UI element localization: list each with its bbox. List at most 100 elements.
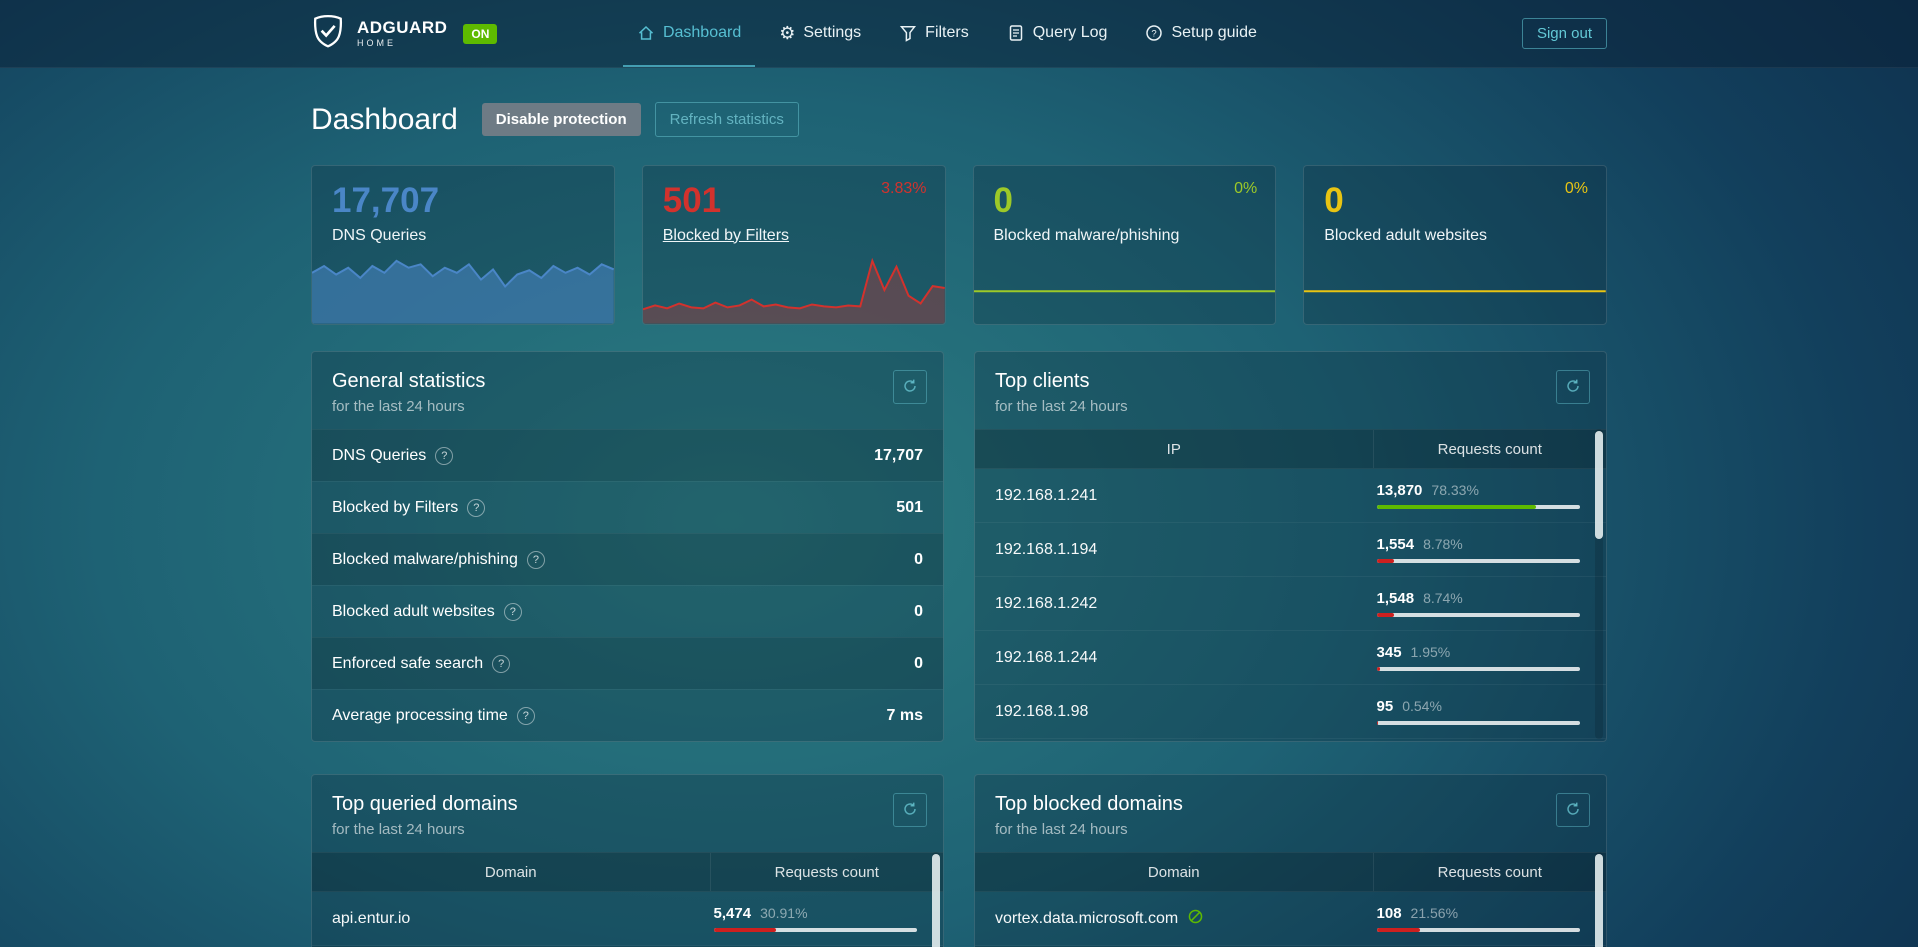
nav-setup-guide[interactable]: ? Setup guide bbox=[1131, 0, 1270, 67]
panel-title: Top blocked domains bbox=[995, 793, 1183, 815]
help-icon[interactable]: ? bbox=[526, 550, 545, 569]
client-row: 192.168.1.244 345 1.95% bbox=[975, 631, 1606, 685]
blocked-adult-card: 0 Blocked adult websites 0% bbox=[1303, 165, 1607, 325]
requests-bar bbox=[1376, 613, 1580, 617]
nav-label: Filters bbox=[925, 23, 969, 41]
dashboard-page: Dashboard Disable protection Refresh sta… bbox=[311, 102, 1607, 947]
page-title: Dashboard bbox=[311, 102, 458, 136]
client-ip[interactable]: 192.168.1.241 bbox=[995, 486, 1098, 504]
app-header: ADGUARD HOME ON Dashboard ⚙ Settings bbox=[0, 0, 1918, 68]
stat-row-value: 0 bbox=[914, 550, 923, 568]
blocked-malware-percent: 0% bbox=[1234, 180, 1258, 197]
stat-row-label: Blocked adult websites? bbox=[332, 602, 522, 621]
nav-label: Settings bbox=[803, 23, 862, 41]
panel-grid: General statistics for the last 24 hours… bbox=[311, 351, 1607, 947]
domain-row: vortex.data.microsoft.com 108 21.56% bbox=[975, 892, 1606, 946]
svg-text:?: ? bbox=[1152, 28, 1157, 39]
sign-out-button[interactable]: Sign out bbox=[1521, 18, 1607, 49]
refresh-panel-button[interactable] bbox=[1556, 793, 1590, 827]
panel-subtitle: for the last 24 hours bbox=[332, 398, 465, 415]
stat-row-value: 17,707 bbox=[874, 446, 923, 464]
client-row: 192.168.1.98 95 0.54% bbox=[975, 685, 1606, 739]
nav-settings[interactable]: ⚙ Settings bbox=[765, 0, 875, 67]
page-head: Dashboard Disable protection Refresh sta… bbox=[311, 102, 1607, 137]
blocked-adult-value: 0 bbox=[1324, 181, 1344, 220]
client-ip[interactable]: 192.168.1.98 bbox=[995, 702, 1089, 720]
client-requests: 345 1.95% bbox=[1373, 644, 1606, 671]
domain-name[interactable]: api.entur.io bbox=[332, 909, 411, 927]
client-ip[interactable]: 192.168.1.194 bbox=[995, 540, 1098, 558]
dns-queries-card: 17,707 DNS Queries bbox=[311, 165, 615, 325]
dns-queries-label: DNS Queries bbox=[332, 226, 427, 244]
refresh-panel-button[interactable] bbox=[893, 370, 927, 404]
refresh-icon bbox=[1565, 801, 1581, 820]
blocked-filters-percent: 3.83% bbox=[881, 180, 927, 197]
blocked-malware-value: 0 bbox=[993, 181, 1013, 220]
scrollbar-thumb[interactable] bbox=[1595, 854, 1603, 947]
blocked-filters-value: 501 bbox=[662, 181, 722, 220]
funnel-icon bbox=[899, 24, 917, 42]
stat-row-label: Blocked malware/phishing? bbox=[332, 550, 545, 569]
stat-cards: 17,707 DNS Queries 501 Blocked by Filter… bbox=[311, 165, 1607, 325]
gear-icon: ⚙ bbox=[779, 22, 796, 43]
stat-row: DNS Queries? 17,707 bbox=[312, 429, 943, 481]
blocked-filters-link[interactable]: Blocked by Filters bbox=[662, 226, 790, 244]
disable-protection-button[interactable]: Disable protection bbox=[481, 103, 641, 136]
tracker-blocked-icon bbox=[1187, 908, 1204, 930]
nav-query-log[interactable]: Query Log bbox=[993, 0, 1122, 67]
help-icon[interactable]: ? bbox=[467, 498, 486, 517]
nav-label: Query Log bbox=[1032, 23, 1108, 41]
stat-row: Enforced safe search? 0 bbox=[312, 637, 943, 689]
requests-bar bbox=[1376, 928, 1580, 932]
stat-row: Blocked malware/phishing? 0 bbox=[312, 533, 943, 585]
scrollbar[interactable] bbox=[1595, 429, 1603, 739]
stat-row: Average processing time? 7 ms bbox=[312, 689, 943, 741]
dns-queries-sparkline bbox=[312, 251, 614, 324]
refresh-icon bbox=[1565, 378, 1581, 397]
top-blocked-domains-panel: Top blocked domains for the last 24 hour… bbox=[974, 774, 1607, 947]
stat-row-value: 0 bbox=[914, 654, 923, 672]
stat-row: Blocked adult websites? 0 bbox=[312, 585, 943, 637]
requests-bar bbox=[1376, 667, 1580, 671]
general-statistics-panel: General statistics for the last 24 hours… bbox=[311, 351, 944, 742]
scrollbar[interactable] bbox=[1595, 852, 1603, 947]
refresh-panel-button[interactable] bbox=[1556, 370, 1590, 404]
home-icon bbox=[637, 24, 655, 42]
stat-row: Blocked by Filters? 501 bbox=[312, 481, 943, 533]
refresh-statistics-button[interactable]: Refresh statistics bbox=[654, 102, 799, 137]
domain-name[interactable]: vortex.data.microsoft.com bbox=[995, 909, 1179, 927]
client-requests: 1,548 8.74% bbox=[1373, 590, 1606, 617]
scrollbar-thumb[interactable] bbox=[1595, 431, 1603, 539]
refresh-icon bbox=[902, 801, 918, 820]
refresh-panel-button[interactable] bbox=[893, 793, 927, 827]
help-icon[interactable]: ? bbox=[435, 446, 454, 465]
client-row: 192.168.1.242 1,548 8.74% bbox=[975, 577, 1606, 631]
help-icon[interactable]: ? bbox=[503, 602, 522, 621]
brand[interactable]: ADGUARD HOME ON bbox=[311, 12, 498, 55]
top-clients-panel: Top clients for the last 24 hours IP Req… bbox=[974, 351, 1607, 742]
refresh-icon bbox=[902, 378, 918, 397]
column-header-requests: Requests count bbox=[1372, 430, 1606, 468]
blocked-malware-label: Blocked malware/phishing bbox=[993, 226, 1180, 244]
blocked-filters-card: 501 Blocked by Filters 3.83% bbox=[641, 165, 946, 325]
requests-bar bbox=[1376, 559, 1580, 563]
client-requests: 95 0.54% bbox=[1373, 698, 1606, 725]
blocked-malware-card: 0 Blocked malware/phishing 0% bbox=[972, 165, 1277, 325]
client-ip[interactable]: 192.168.1.244 bbox=[995, 648, 1098, 666]
stat-row-label: Average processing time? bbox=[332, 706, 535, 725]
requests-bar bbox=[713, 928, 917, 932]
scrollbar-thumb[interactable] bbox=[932, 854, 940, 947]
help-icon[interactable]: ? bbox=[516, 706, 535, 725]
help-icon[interactable]: ? bbox=[492, 654, 511, 673]
client-ip[interactable]: 192.168.1.242 bbox=[995, 594, 1098, 612]
column-header-ip: IP bbox=[1166, 440, 1181, 458]
nav-dashboard[interactable]: Dashboard bbox=[622, 0, 756, 67]
scrollbar[interactable] bbox=[932, 852, 940, 947]
column-header-domain: Domain bbox=[484, 863, 537, 881]
client-row: 192.168.1.241 13,870 78.33% bbox=[975, 469, 1606, 523]
stat-row-label: Enforced safe search? bbox=[332, 654, 511, 673]
protection-status-badge: ON bbox=[463, 23, 498, 44]
nav-filters[interactable]: Filters bbox=[885, 0, 983, 67]
dns-queries-value: 17,707 bbox=[332, 181, 440, 220]
